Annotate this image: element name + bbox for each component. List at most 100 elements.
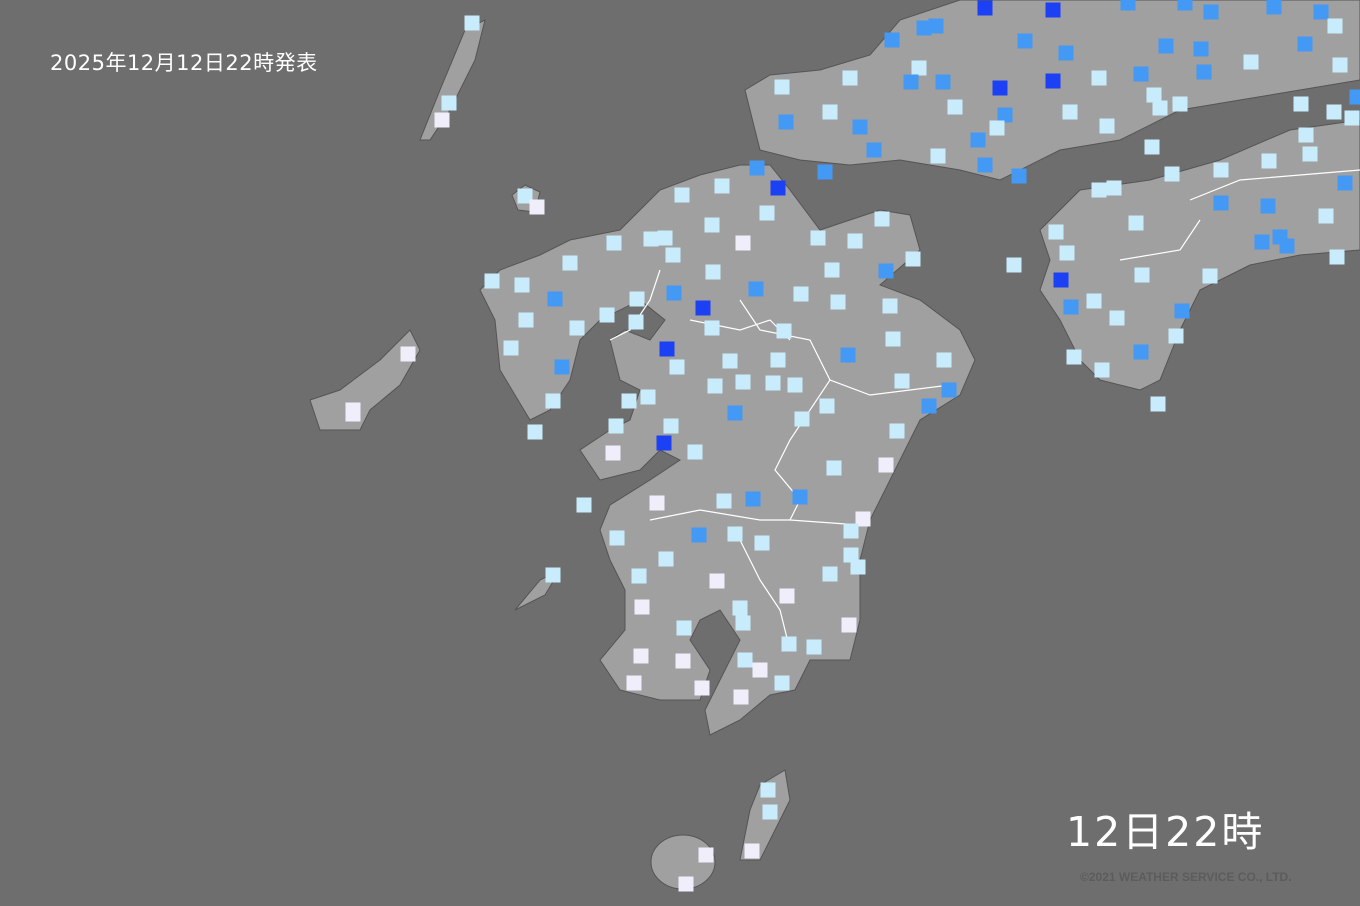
station-marker: [843, 547, 859, 563]
station-marker: [1313, 4, 1329, 20]
station-marker: [716, 493, 732, 509]
station-marker: [626, 675, 642, 691]
station-marker: [840, 347, 856, 363]
station-marker: [1048, 224, 1064, 240]
station-marker: [1279, 238, 1295, 254]
station-marker: [884, 32, 900, 48]
station-marker: [727, 526, 743, 542]
station-marker: [749, 160, 765, 176]
issued-time: 2025年12月12日22時発表: [50, 51, 318, 75]
station-marker: [517, 188, 533, 204]
station-marker: [744, 843, 760, 859]
station-marker: [826, 460, 842, 476]
station-marker: [569, 320, 585, 336]
station-marker: [1193, 41, 1209, 57]
station-marker: [916, 20, 932, 36]
valid-time: 12日22時: [1066, 808, 1265, 856]
station-marker: [1017, 33, 1033, 49]
station-marker: [576, 497, 592, 513]
station-marker: [1293, 96, 1309, 112]
station-marker: [665, 247, 681, 263]
station-marker: [1298, 127, 1314, 143]
station-marker: [605, 445, 621, 461]
station-marker: [1261, 153, 1277, 169]
station-marker: [1128, 215, 1144, 231]
station-marker: [765, 375, 781, 391]
station-marker: [794, 411, 810, 427]
station-marker: [1213, 162, 1229, 178]
station-marker: [345, 406, 361, 422]
station-marker: [547, 291, 563, 307]
station-marker: [735, 615, 751, 631]
station-marker: [1062, 104, 1078, 120]
station-marker: [599, 307, 615, 323]
station-marker: [1203, 4, 1219, 20]
station-marker: [882, 298, 898, 314]
station-marker: [760, 782, 776, 798]
station-marker: [754, 535, 770, 551]
station-marker: [1168, 328, 1184, 344]
station-marker: [928, 18, 944, 34]
station-marker: [1058, 45, 1074, 61]
station-marker: [400, 346, 416, 362]
station-marker: [866, 142, 882, 158]
station-marker: [1332, 57, 1348, 73]
station-marker: [609, 530, 625, 546]
station-marker: [666, 285, 682, 301]
station-marker: [830, 294, 846, 310]
station-marker: [779, 588, 795, 604]
station-marker: [850, 559, 866, 575]
station-marker: [1326, 104, 1342, 120]
land-tsushima: [419, 19, 486, 141]
station-marker: [977, 0, 993, 16]
station-marker: [817, 164, 833, 180]
station-marker: [1344, 110, 1360, 126]
station-marker: [631, 568, 647, 584]
station-marker: [970, 132, 986, 148]
station-marker: [640, 389, 656, 405]
station-marker: [781, 636, 797, 652]
station-marker: [676, 620, 692, 636]
station-marker: [643, 231, 659, 247]
station-marker: [841, 617, 857, 633]
station-marker: [608, 418, 624, 434]
station-marker: [722, 353, 738, 369]
station-marker: [992, 80, 1008, 96]
station-marker: [704, 320, 720, 336]
station-marker: [1109, 310, 1125, 326]
station-marker: [1164, 166, 1180, 182]
station-marker: [732, 600, 748, 616]
station-marker: [735, 235, 751, 251]
station-markers: [345, 0, 1360, 892]
station-marker: [737, 652, 753, 668]
station-marker: [1150, 396, 1166, 412]
station-marker: [855, 511, 871, 527]
land-goto: [309, 329, 421, 431]
station-marker: [905, 251, 921, 267]
station-marker: [936, 352, 952, 368]
station-marker: [434, 112, 450, 128]
station-marker: [1146, 87, 1162, 103]
station-marker: [518, 312, 534, 328]
station-marker: [819, 398, 835, 414]
station-marker: [748, 281, 764, 297]
station-marker: [1329, 249, 1345, 265]
station-marker: [774, 675, 790, 691]
station-marker: [1297, 36, 1313, 52]
station-marker: [514, 277, 530, 293]
station-marker: [649, 495, 665, 511]
station-marker: [806, 639, 822, 655]
station-marker: [1006, 257, 1022, 273]
station-marker: [735, 374, 751, 390]
station-marker: [1144, 139, 1160, 155]
station-marker: [889, 423, 905, 439]
station-marker: [709, 573, 725, 589]
station-marker: [606, 235, 622, 251]
station-marker: [656, 435, 672, 451]
station-marker: [658, 551, 674, 567]
station-marker: [484, 273, 500, 289]
station-marker: [1053, 272, 1069, 288]
station-marker: [1133, 66, 1149, 82]
station-marker: [1174, 303, 1190, 319]
station-marker: [529, 199, 545, 215]
